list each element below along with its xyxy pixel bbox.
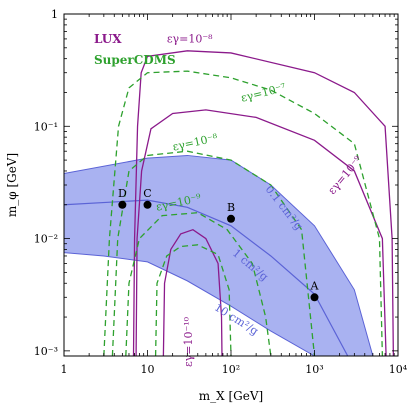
benchmark-label-D: D bbox=[118, 187, 127, 200]
x-tick-label-1: 10 bbox=[141, 363, 155, 376]
series-annotation-3: εγ=10⁻⁷ bbox=[240, 81, 288, 105]
series-annotation-4: εγ=10⁻⁸ bbox=[171, 131, 219, 153]
benchmark-label-C: C bbox=[143, 187, 151, 200]
y-tick-label-3: 1 bbox=[51, 8, 58, 21]
y-tick-label-1: 10⁻² bbox=[34, 233, 58, 246]
cross-section-band bbox=[64, 154, 374, 356]
x-axis-label: m_X [GeV] bbox=[199, 389, 263, 403]
legend-layer: LUX SuperCDMS bbox=[94, 32, 176, 67]
series-layer bbox=[103, 50, 395, 356]
y-tick-label-0: 10⁻³ bbox=[34, 345, 58, 358]
legend-item-1: SuperCDMS bbox=[94, 53, 176, 67]
x-tick-label-2: 10² bbox=[222, 363, 240, 376]
benchmark-point-D bbox=[118, 200, 127, 209]
series-annotation-1: εγ=10⁻⁹ bbox=[325, 153, 365, 197]
series-line-1 bbox=[135, 109, 387, 356]
benchmark-point-B bbox=[227, 214, 235, 223]
series-line-0 bbox=[132, 50, 395, 356]
x-tick-label-0: 1 bbox=[61, 363, 68, 376]
legend-item-0: LUX bbox=[94, 32, 122, 46]
benchmark-point-A bbox=[310, 293, 319, 302]
points-layer: A B C D bbox=[118, 187, 320, 302]
series-annotation-2: εγ=10⁻¹⁰ bbox=[182, 316, 195, 367]
x-tick-label-3: 10³ bbox=[305, 363, 323, 376]
axis-layer: 1 10 10² 10³ 10⁴ 10⁻³ 10⁻² 10⁻¹ 1 m_X [GeV] m_φ [G… bbox=[5, 8, 407, 403]
benchmark-label-B: B bbox=[227, 201, 235, 214]
band-layer bbox=[64, 154, 374, 356]
series-line-2 bbox=[162, 228, 223, 356]
y-tick-label-2: 10⁻¹ bbox=[34, 120, 58, 133]
series-line-3 bbox=[103, 70, 384, 356]
series-line-4 bbox=[111, 150, 316, 356]
x-tick-label-4: 10⁴ bbox=[389, 363, 407, 376]
y-axis-label: m_φ [GeV] bbox=[5, 153, 19, 217]
benchmark-point-C bbox=[143, 200, 152, 209]
series-annotation-0: εγ=10⁻⁸ bbox=[167, 32, 213, 45]
benchmark-label-A: A bbox=[310, 279, 320, 292]
